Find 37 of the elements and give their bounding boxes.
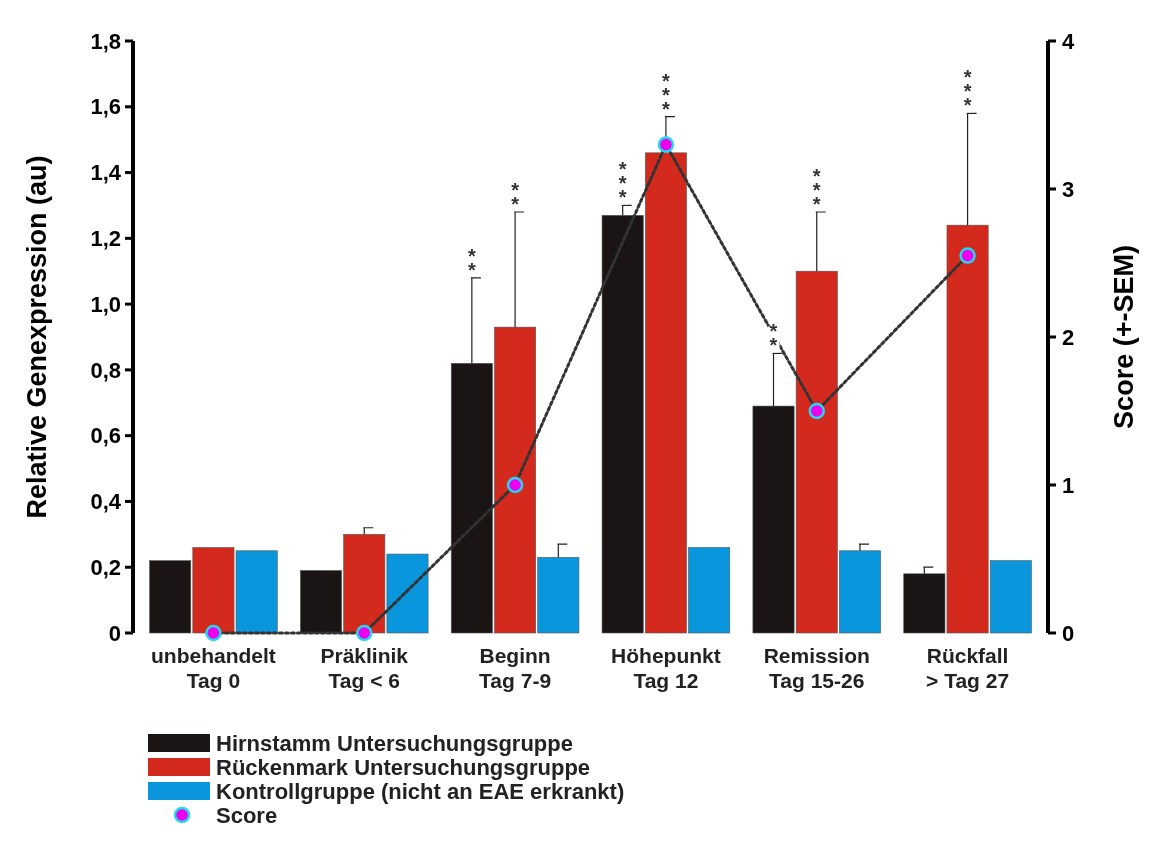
annotation: ** (511, 179, 520, 216)
point (356, 624, 373, 642)
y-tick-label: 0,4 (90, 489, 122, 515)
annotation: * ** (618, 158, 627, 209)
annotation: ** (467, 244, 476, 281)
y-tick-label: 1,6 (90, 94, 121, 120)
y2-tick-label: 4 (1062, 28, 1075, 54)
x-tick-label: Höhepunkt Tag 12 (611, 644, 721, 692)
x-tick-label: unbehandelt Tag 0 (150, 644, 276, 692)
y-tick-label: 0,2 (90, 554, 121, 580)
y-tick-label: 0,8 (90, 357, 121, 383)
y-tick-label: 1,2 (90, 226, 121, 252)
x-tick-label: Beginn Tag 7-9 (479, 644, 552, 692)
y2-tick-label: 0 (1062, 620, 1075, 646)
y-tick-label: 1,0 (90, 291, 121, 317)
y-axis-title: Relative Genexpression (au) (22, 155, 52, 519)
annotation: ** (769, 320, 778, 357)
annotation: *** (662, 69, 671, 120)
point (205, 624, 222, 642)
y2-tick-label: 1 (1062, 472, 1075, 498)
point (959, 247, 976, 264)
y2-axis-title: Score (+-SEM) (1109, 245, 1139, 429)
legend-label: Score (216, 802, 278, 828)
legend-label: Hirnstamm Untersuchungsgruppe (216, 730, 573, 756)
annotation: *** (963, 66, 972, 117)
y-tick-label: 0 (108, 620, 121, 646)
y2-tick-label: 3 (1062, 176, 1075, 202)
y2-tick-label: 2 (1062, 324, 1075, 350)
point (808, 402, 825, 420)
annotation: *** (812, 165, 821, 216)
x-tick-label: Rückfall > Tag 27 (926, 644, 1010, 692)
x-tick-label: Remission Tag 15-26 (763, 644, 870, 692)
x-tick-label: Präklinik Tag < 6 (320, 644, 409, 692)
point (506, 476, 524, 494)
y-tick-label: 1,4 (90, 160, 122, 186)
y-tick-label: 1,8 (90, 28, 121, 54)
y-tick-label: 0,6 (90, 423, 121, 449)
